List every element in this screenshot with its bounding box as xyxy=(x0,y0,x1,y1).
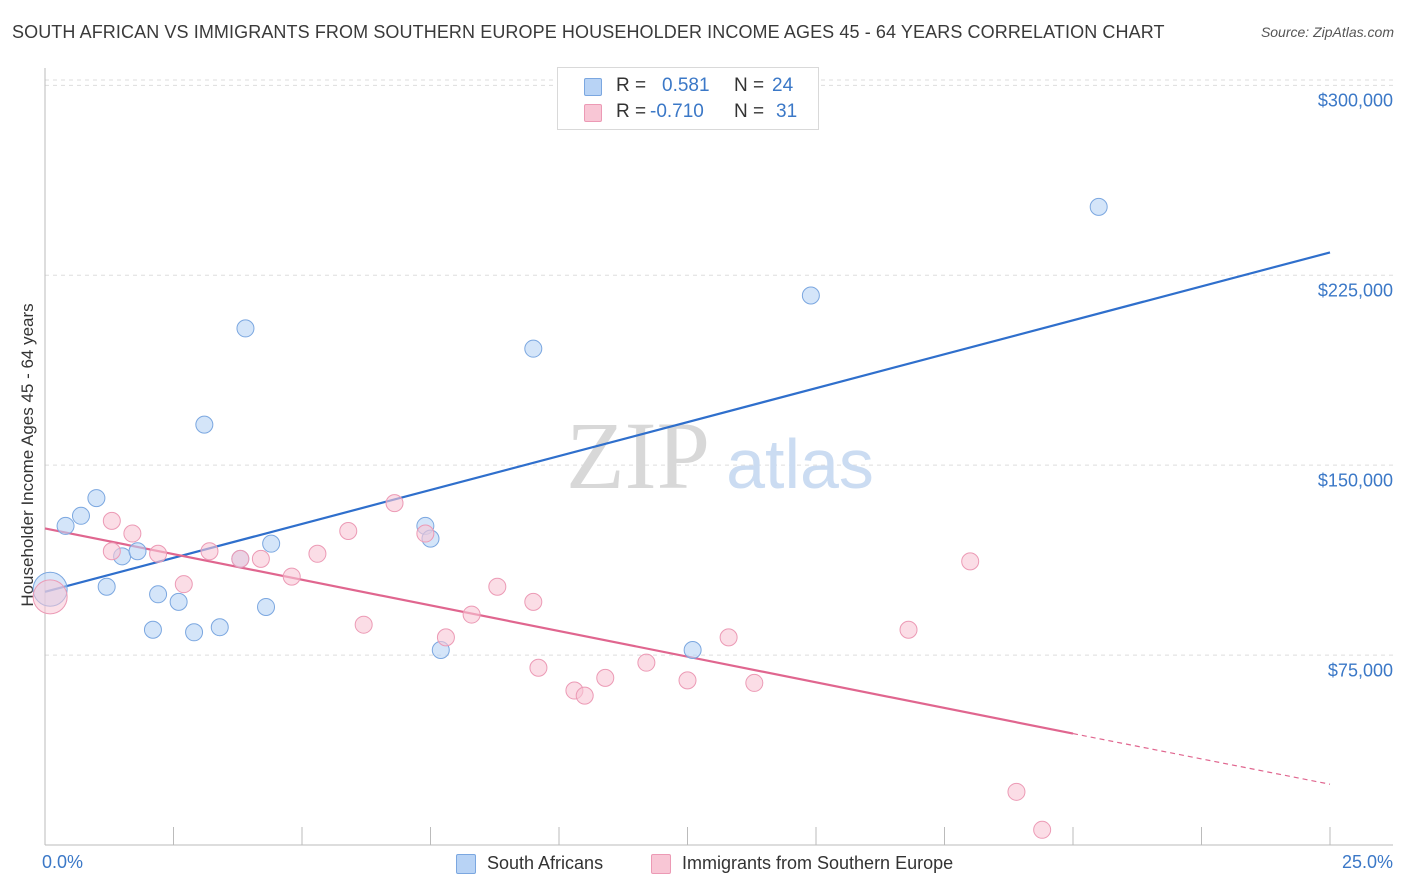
point-south-africans[interactable] xyxy=(56,516,75,535)
stats-row-immigrants: R = -0.710 N = 31 xyxy=(558,101,818,127)
point-south-africans[interactable] xyxy=(1089,197,1108,216)
point-immigrants-southern-europe[interactable] xyxy=(231,549,250,568)
point-south-africans[interactable] xyxy=(97,577,116,596)
legend-item-south-africans[interactable]: South Africans xyxy=(456,852,626,876)
trend-line-immigrants xyxy=(44,527,1074,735)
watermark-atlas: atlas xyxy=(726,425,874,503)
point-immigrants-southern-europe[interactable] xyxy=(524,592,543,611)
trend-lines xyxy=(44,251,1331,785)
point-south-africans[interactable] xyxy=(236,319,255,338)
point-south-africans[interactable] xyxy=(210,618,229,637)
point-immigrants-southern-europe[interactable] xyxy=(1033,820,1052,839)
point-immigrants-southern-europe[interactable] xyxy=(899,620,918,639)
point-south-africans[interactable] xyxy=(683,641,702,660)
point-immigrants-southern-europe[interactable] xyxy=(436,628,455,647)
point-immigrants-southern-europe[interactable] xyxy=(32,579,68,615)
point-immigrants-southern-europe[interactable] xyxy=(488,577,507,596)
y-tick-label: $225,000 xyxy=(1317,280,1393,301)
point-immigrants-southern-europe[interactable] xyxy=(678,671,697,690)
chart-title: SOUTH AFRICAN VS IMMIGRANTS FROM SOUTHER… xyxy=(12,22,1165,42)
n-value: 31 xyxy=(776,101,798,122)
y-tick-label: $150,000 xyxy=(1317,470,1393,491)
r-label: R = xyxy=(616,75,647,96)
point-immigrants-southern-europe[interactable] xyxy=(462,605,481,624)
n-label: N = xyxy=(734,75,765,96)
x-tick-label-max: 25.0% xyxy=(1341,852,1393,872)
trend-line-immigrants-extrapolated xyxy=(1072,732,1331,785)
point-south-africans[interactable] xyxy=(195,415,214,434)
point-immigrants-southern-europe[interactable] xyxy=(102,542,121,561)
stats-row-south-africans: R = 0.581 N = 24 xyxy=(558,75,818,101)
point-immigrants-southern-europe[interactable] xyxy=(416,524,435,543)
n-label: N = xyxy=(734,101,765,122)
y-tick-label: $300,000 xyxy=(1317,90,1393,111)
watermark-zip: ZIP xyxy=(566,402,710,509)
point-immigrants-southern-europe[interactable] xyxy=(200,542,219,561)
point-immigrants-southern-europe[interactable] xyxy=(251,549,270,568)
source-note: Source: ZipAtlas.com xyxy=(1260,24,1394,40)
point-south-africans[interactable] xyxy=(262,534,281,553)
point-south-africans[interactable] xyxy=(71,506,90,525)
point-south-africans[interactable] xyxy=(128,542,147,561)
point-immigrants-southern-europe[interactable] xyxy=(102,511,121,530)
point-south-africans[interactable] xyxy=(143,620,162,639)
point-south-africans[interactable] xyxy=(149,585,168,604)
point-immigrants-southern-europe[interactable] xyxy=(961,552,980,571)
point-immigrants-southern-europe[interactable] xyxy=(637,653,656,672)
point-immigrants-southern-europe[interactable] xyxy=(596,668,615,687)
legend-item-immigrants[interactable]: Immigrants from Southern Europe xyxy=(651,852,991,876)
r-label: R = xyxy=(616,101,647,122)
correlation-stats-box: R = 0.581 N = 24 R = -0.710 N = 31 xyxy=(557,67,819,130)
legend-swatch-blue xyxy=(456,854,476,874)
legend-swatch-pink xyxy=(651,854,671,874)
point-immigrants-southern-europe[interactable] xyxy=(123,524,142,543)
point-immigrants-southern-europe[interactable] xyxy=(308,544,327,563)
r-value: -0.710 xyxy=(650,101,704,122)
trend-line-south-africans xyxy=(44,251,1331,593)
r-value: 0.581 xyxy=(662,75,710,96)
point-immigrants-southern-europe[interactable] xyxy=(339,522,358,540)
point-south-africans[interactable] xyxy=(801,286,820,305)
point-immigrants-southern-europe[interactable] xyxy=(529,658,548,677)
points-south-africans xyxy=(32,197,1108,660)
point-immigrants-southern-europe[interactable] xyxy=(174,575,193,594)
point-immigrants-southern-europe[interactable] xyxy=(385,494,404,513)
point-immigrants-southern-europe[interactable] xyxy=(282,567,301,586)
y-tick-label: $75,000 xyxy=(1327,660,1393,681)
point-south-africans[interactable] xyxy=(185,623,204,642)
point-immigrants-southern-europe[interactable] xyxy=(354,615,373,634)
legend-label: South Africans xyxy=(487,853,604,873)
legend-label: Immigrants from Southern Europe xyxy=(682,853,954,873)
n-value: 24 xyxy=(772,75,794,96)
x-tick-label-min: 0.0% xyxy=(42,852,84,872)
point-south-africans[interactable] xyxy=(169,592,188,611)
point-south-africans[interactable] xyxy=(524,339,543,358)
point-south-africans[interactable] xyxy=(257,597,276,616)
axes xyxy=(44,68,1393,846)
swatch-blue xyxy=(584,78,602,96)
point-south-africans[interactable] xyxy=(87,489,106,508)
point-immigrants-southern-europe[interactable] xyxy=(719,628,738,647)
point-immigrants-southern-europe[interactable] xyxy=(1007,782,1026,801)
points-immigrants-southern-europe xyxy=(32,494,1052,839)
swatch-pink xyxy=(584,104,602,122)
point-immigrants-southern-europe[interactable] xyxy=(575,686,594,705)
point-immigrants-southern-europe[interactable] xyxy=(149,544,168,563)
point-immigrants-southern-europe[interactable] xyxy=(745,673,764,692)
